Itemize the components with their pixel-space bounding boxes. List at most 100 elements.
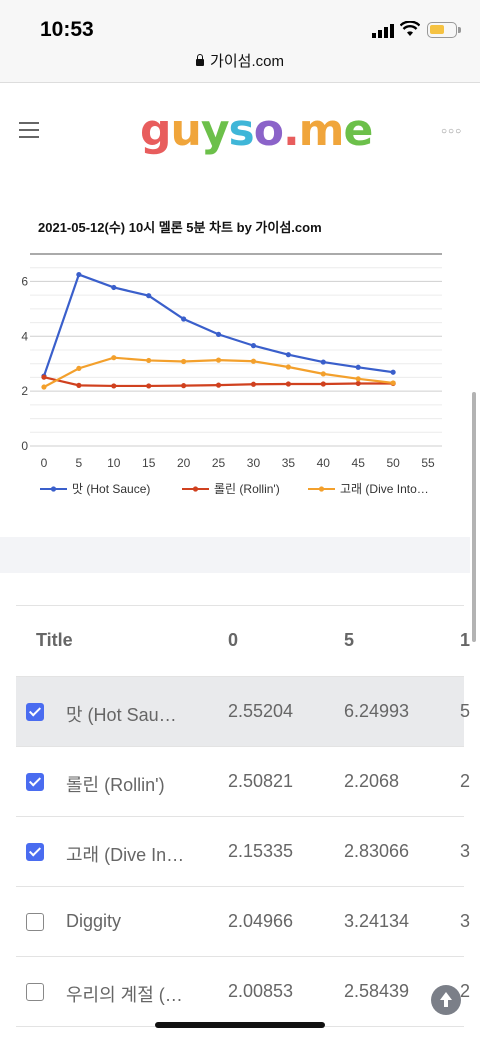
- data-point: [355, 380, 361, 387]
- data-point: [320, 381, 326, 387]
- site-logo[interactable]: guyso.me: [140, 105, 374, 156]
- row-value-5: 2.58439: [344, 981, 410, 1001]
- legend-label: 고래 (Dive Into…: [340, 482, 429, 496]
- row-value-0: 2.15335: [228, 841, 294, 861]
- x-tick-label: 5: [76, 456, 83, 470]
- data-point: [390, 380, 396, 386]
- home-indicator: [155, 1022, 325, 1028]
- row-value-0: 2.04966: [228, 911, 294, 931]
- table-row[interactable]: 고래 (Dive In… 2.15335 2.83066 3: [16, 817, 470, 887]
- menu-icon[interactable]: [19, 122, 39, 138]
- scrollbar[interactable]: [472, 392, 476, 642]
- more-options-icon[interactable]: ○○○: [441, 126, 463, 137]
- data-point: [111, 383, 117, 389]
- x-tick-label: 10: [107, 456, 121, 470]
- section-divider: [0, 537, 470, 573]
- data-table: Title 0 5 1 맛 (Hot Sau… 2.55204 6.24993 5 롤린…: [16, 605, 470, 1027]
- data-point: [181, 316, 187, 322]
- row-checkbox[interactable]: [26, 983, 44, 1001]
- data-point: [41, 374, 47, 380]
- wifi-icon: [400, 21, 420, 36]
- battery-icon: [427, 22, 461, 38]
- data-point: [181, 383, 187, 389]
- row-checkbox[interactable]: [26, 843, 44, 861]
- logo-letter: g: [140, 105, 171, 156]
- logo-letter: .: [282, 105, 300, 156]
- row-checkbox[interactable]: [26, 773, 44, 791]
- y-tick-label: 0: [21, 439, 28, 453]
- table-row[interactable]: 우리의 계절 (… 2.00853 2.58439 2: [16, 957, 470, 1027]
- data-point: [250, 343, 257, 349]
- address-bar[interactable]: 가이섬.com: [0, 52, 480, 83]
- data-point: [355, 364, 361, 370]
- row-title: 롤린 (Rollin'): [66, 775, 165, 795]
- legend-marker: [192, 486, 199, 492]
- table-row[interactable]: Diggity 2.04966 3.24134 3: [16, 887, 470, 957]
- scroll-to-top-button[interactable]: [431, 985, 461, 1015]
- data-point: [215, 382, 222, 388]
- legend-label: 롤린 (Rollin'): [214, 482, 280, 496]
- logo-letter: u: [170, 105, 202, 156]
- data-point: [111, 355, 117, 361]
- y-tick-label: 2: [21, 384, 28, 398]
- row-value-0: 2.00853: [228, 981, 294, 1001]
- chart-panel: 2021-05-12(수) 10시 멜론 5분 차트 by 가이섬.com 0 2…: [0, 180, 470, 535]
- x-tick-label: 55: [421, 456, 435, 470]
- data-point: [285, 352, 291, 358]
- row-value-0: 2.55204: [228, 701, 294, 721]
- table-header: Title 0 5 1: [16, 605, 470, 677]
- row-title: 우리의 계절 (…: [66, 985, 183, 1005]
- data-point: [41, 384, 47, 390]
- x-tick-label: 30: [247, 456, 261, 470]
- row-checkbox[interactable]: [26, 913, 44, 931]
- row-value-5: 2.83066: [344, 841, 410, 861]
- row-value-10: 2: [460, 981, 471, 1001]
- data-point: [390, 369, 396, 375]
- row-value-5: 6.24993: [344, 701, 410, 721]
- status-time: 10:53: [40, 18, 94, 41]
- logo-letter: o: [253, 105, 284, 156]
- row-value-10: 2: [460, 771, 471, 791]
- data-point: [285, 381, 291, 387]
- data-point: [355, 376, 361, 382]
- row-value-5: 2.2068: [344, 771, 400, 791]
- lock-icon: [196, 54, 205, 66]
- data-point: [250, 358, 257, 364]
- column-header-title[interactable]: Title: [36, 630, 73, 650]
- data-point: [181, 358, 187, 365]
- data-point: [215, 331, 222, 337]
- site-header: guyso.me ○○○: [0, 83, 480, 178]
- row-checkbox[interactable]: [26, 703, 44, 721]
- x-tick-label: 0: [41, 456, 48, 470]
- row-title: 고래 (Dive In…: [66, 845, 185, 865]
- table-row[interactable]: 롤린 (Rollin') 2.50821 2.2068 2: [16, 747, 470, 817]
- x-tick-label: 45: [352, 456, 366, 470]
- legend-marker: [50, 486, 57, 492]
- x-tick-label: 15: [142, 456, 156, 470]
- row-value-0: 2.50821: [228, 771, 294, 791]
- chart-title: 2021-05-12(수) 10시 멜론 5분 차트 by 가이섬.com: [38, 220, 322, 235]
- data-point: [320, 359, 326, 365]
- x-tick-label: 20: [177, 456, 191, 470]
- row-value-10: 3: [460, 911, 471, 931]
- cellular-signal-icon: [372, 24, 394, 38]
- column-header-5[interactable]: 5: [344, 630, 355, 650]
- row-title: Diggity: [66, 911, 122, 931]
- legend-marker: [318, 486, 325, 492]
- line-chart: 0 2 4 6 0 5 10 15 20 25 30 35 40 45 50 55 맛 (Hot Sauce) 롤…: [21, 253, 442, 496]
- row-title: 맛 (Hot Sau…: [66, 705, 177, 725]
- logo-letter: m: [298, 105, 345, 156]
- logo-letter: s: [228, 105, 255, 156]
- logo-letter: y: [200, 105, 230, 156]
- logo-letter: e: [343, 105, 374, 156]
- x-tick-label: 40: [317, 456, 331, 470]
- table-row[interactable]: 맛 (Hot Sau… 2.55204 6.24993 5: [16, 677, 470, 747]
- row-value-5: 3.24134: [344, 911, 410, 931]
- data-point: [320, 371, 326, 377]
- column-header-10[interactable]: 1: [460, 630, 471, 650]
- x-tick-label: 35: [282, 456, 296, 470]
- column-header-0[interactable]: 0: [228, 630, 239, 650]
- url-text: 가이섬.com: [210, 53, 284, 70]
- data-point: [76, 271, 82, 278]
- y-tick-label: 4: [21, 329, 28, 343]
